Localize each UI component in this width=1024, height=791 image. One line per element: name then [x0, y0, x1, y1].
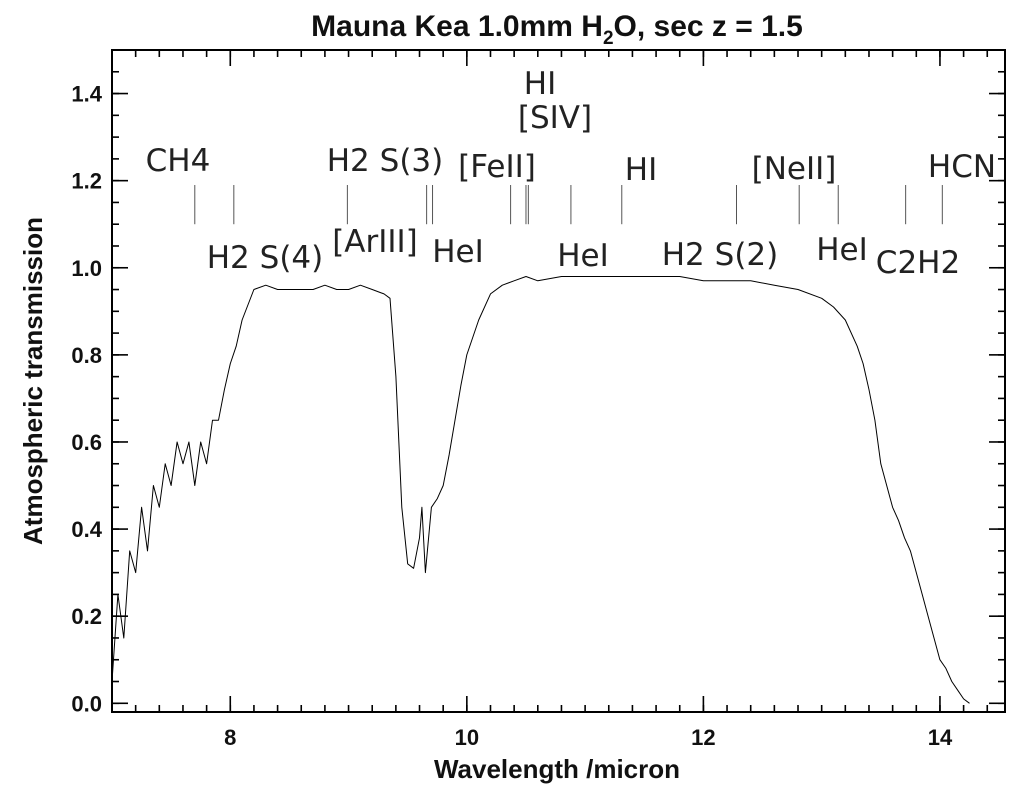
- title-main: Mauna Kea 1.0mm H: [311, 10, 603, 43]
- minor-ticks: [111, 49, 1005, 712]
- line-markers: [194, 185, 943, 225]
- x-tick-labels: 8 10 12 14: [224, 725, 953, 750]
- transmission-spectrum-line: [111, 276, 970, 704]
- x-tick-label: 10: [455, 725, 479, 750]
- label-hi-1050: HI: [524, 66, 556, 102]
- label-siv: [SIV]: [518, 100, 592, 136]
- label-ch4: CH4: [146, 143, 211, 179]
- label-hcn: HCN: [928, 149, 996, 185]
- major-ticks: [112, 50, 1005, 712]
- y-tick-label: 1.4: [71, 82, 102, 107]
- plot-frame: [111, 49, 1006, 713]
- x-tick-label: 8: [224, 725, 236, 750]
- label-hei-971: HeI: [432, 234, 484, 270]
- title-rest: O, sec z = 1.5: [614, 10, 803, 43]
- title-subscript: 2: [603, 28, 614, 49]
- label-neii: [NeII]: [752, 151, 837, 187]
- label-h2-s4: H2 S(4): [207, 240, 323, 276]
- label-feii: [FeII]: [458, 149, 536, 185]
- y-tick-label: 0.4: [71, 517, 102, 542]
- y-tick-label: 0.8: [71, 343, 102, 368]
- y-tick-label: 1.2: [71, 169, 102, 194]
- y-axis-label: Atmospheric transmission: [18, 217, 48, 545]
- label-hi-1131: HI: [625, 152, 657, 188]
- y-tick-label: 0.2: [71, 604, 102, 629]
- x-tick-label: 14: [928, 725, 953, 750]
- label-c2h2: C2H2: [876, 245, 960, 281]
- label-hei-1088: HeI: [557, 238, 609, 274]
- y-tick-labels: 0.0 0.2 0.4 0.6 0.8 1.0 1.2 1.4: [71, 82, 102, 717]
- y-tick-label: 0.0: [71, 691, 102, 716]
- y-tick-label: 1.0: [71, 256, 102, 281]
- label-hei-1314: HeI: [816, 232, 868, 268]
- label-h2-s2: H2 S(2): [662, 237, 778, 273]
- label-h2-s3: H2 S(3): [327, 143, 443, 179]
- x-axis-label: Wavelength /micron: [434, 754, 680, 784]
- label-ariii: [ArIII]: [332, 224, 418, 260]
- chart-title: Mauna Kea 1.0mm H2O, sec z = 1.5: [311, 10, 803, 49]
- x-tick-label: 12: [691, 725, 715, 750]
- y-tick-label: 0.6: [71, 430, 102, 455]
